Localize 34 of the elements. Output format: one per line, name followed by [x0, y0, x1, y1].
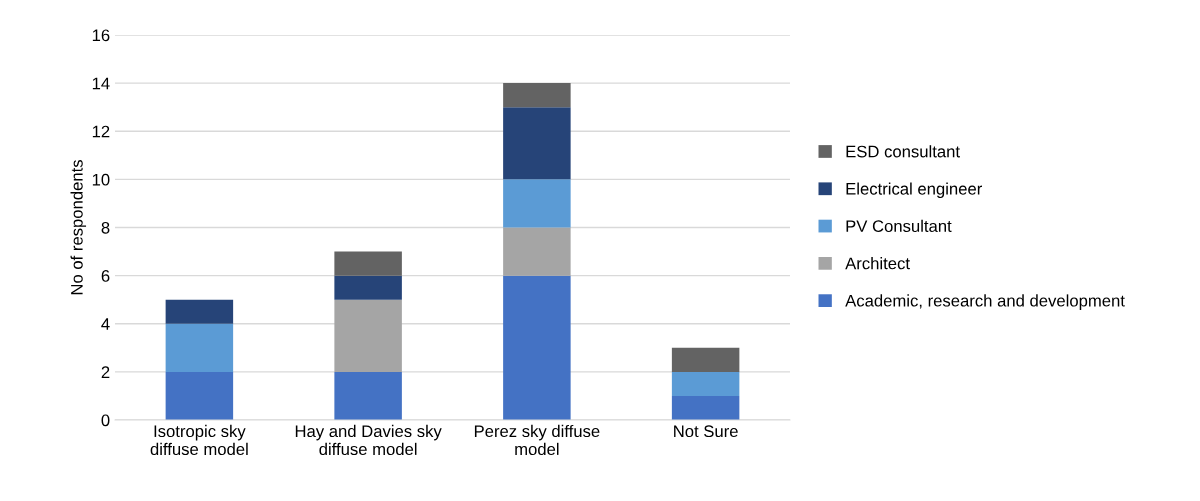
y-tick-label: 8: [101, 221, 110, 234]
x-tick-label: Perez sky diffuse model: [474, 424, 600, 456]
bar: [671, 395, 740, 420]
bar: [165, 323, 234, 372]
bar: [671, 347, 740, 372]
y-tick-label: 2: [101, 366, 110, 378]
y-tick-label: 0: [101, 414, 110, 427]
x-tick-label: Hay and Davies sky diffuse model: [295, 424, 442, 456]
legend-label: PV Consultant: [846, 219, 952, 233]
y-tick-label: 6: [101, 270, 110, 282]
bar: [334, 371, 402, 420]
legend-label: Electrical engineer: [846, 182, 982, 199]
legend-label: Academic, research and development: [845, 294, 1125, 310]
y-tick-label: 16: [92, 29, 110, 42]
legend-label: ESD consultant: [846, 145, 960, 158]
bar: [503, 179, 571, 228]
y-tick-label: 4: [101, 318, 110, 330]
bar: [671, 371, 740, 396]
bar: [334, 275, 402, 300]
bar: [503, 107, 571, 180]
x-tick-label: Isotropic sky diffuse model: [150, 424, 248, 456]
bar: [334, 251, 402, 276]
y-tick-label: 14: [92, 77, 110, 90]
bar: [503, 227, 571, 276]
y-axis-title: No of respondents: [70, 160, 87, 295]
bar: [503, 275, 571, 420]
bar: [165, 371, 234, 420]
legend-label: Architect: [845, 257, 910, 270]
y-tick-label: 12: [92, 125, 110, 138]
x-tick-label: Not Sure: [674, 425, 738, 438]
y-tick-label: 10: [92, 173, 110, 186]
bar: [165, 299, 234, 324]
bar: [334, 299, 402, 372]
bar: [503, 83, 571, 108]
